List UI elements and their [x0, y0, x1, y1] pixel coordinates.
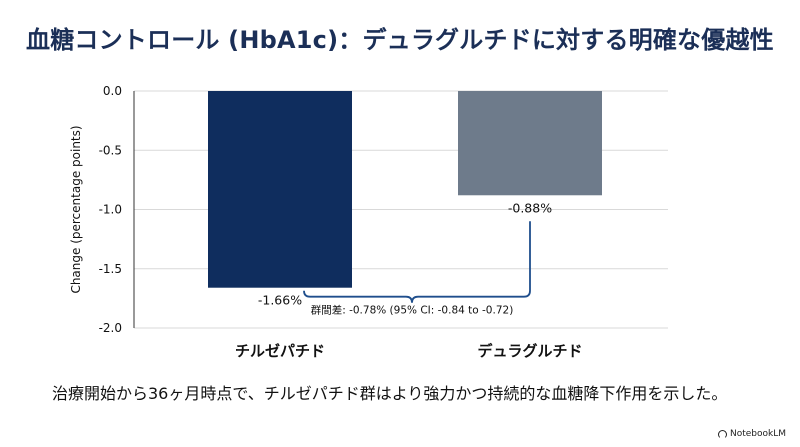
x-category-label: デュラグルチド: [477, 342, 582, 360]
value-labels: -1.66% -0.88%: [258, 200, 552, 307]
difference-annotation: 群間差: -0.78% (95% CI: -0.84 to -0.72): [311, 304, 514, 317]
x-category-labels: チルゼパチド デュラグルチド: [235, 342, 583, 360]
value-label: -0.88%: [508, 200, 552, 215]
y-tick-label: -1.0: [99, 203, 122, 217]
y-axis-label: Change (percentage points): [69, 125, 83, 293]
page-title: 血糖コントロール (HbA1c)：デュラグルチドに対する明確な優越性: [26, 26, 774, 54]
brand-footer: NotebookLM: [717, 429, 786, 439]
difference-bracket: [303, 221, 531, 303]
notebooklm-logo-icon: [717, 429, 727, 439]
y-tick-labels: 0.0 -0.5 -1.0 -1.5 -2.0: [99, 84, 122, 335]
value-label: -1.66%: [258, 293, 302, 308]
bar-2: [458, 91, 602, 196]
y-tick-label: 0.0: [103, 84, 122, 98]
bar-1: [208, 91, 352, 288]
y-tick-label: -0.5: [99, 143, 122, 157]
y-tick-label: -2.0: [99, 321, 122, 335]
brand-label: NotebookLM: [729, 429, 786, 439]
bars: [208, 91, 602, 288]
y-tick-label: -1.5: [99, 262, 122, 276]
caption-text: 治療開始から36ヶ月時点で、チルゼパチド群はより強力かつ持続的な血糖降下作用を示…: [52, 384, 728, 403]
x-category-label: チルゼパチド: [235, 342, 325, 360]
